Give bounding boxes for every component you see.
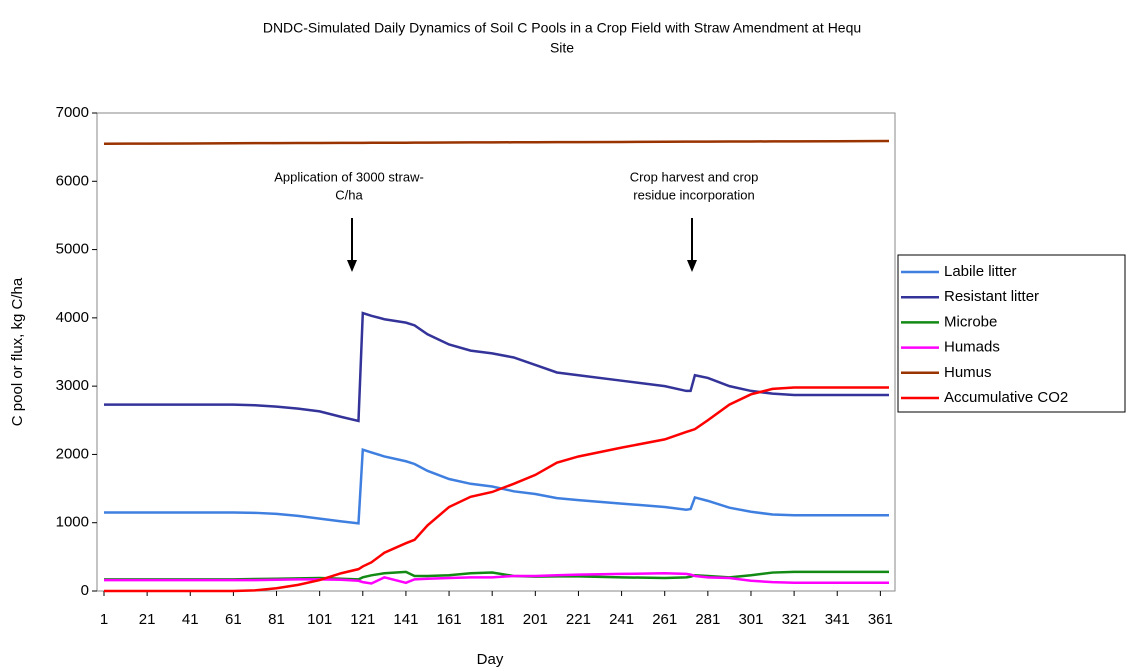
x-tick-label: 261 [652, 611, 677, 628]
x-tick-label: 81 [268, 611, 285, 628]
x-tick-label: 21 [139, 611, 156, 628]
series-line [104, 571, 889, 585]
series-line [103, 139, 890, 145]
series-line [104, 447, 889, 525]
annotation: Application of 3000 straw- [274, 169, 424, 184]
y-axis-label: C pool or flux, kg C/ha [9, 277, 26, 426]
series-line [104, 386, 889, 593]
x-tick-label: 241 [609, 611, 634, 628]
y-tick-label: 6000 [56, 172, 89, 189]
y-tick-label: 3000 [56, 377, 89, 394]
x-tick-label: 281 [695, 611, 720, 628]
x-axis-label: Day [477, 651, 504, 668]
x-tick-label: 1 [100, 611, 108, 628]
legend-label: Accumulative CO2 [944, 389, 1068, 406]
legend-label: Humus [944, 364, 992, 381]
y-tick-label: 2000 [56, 445, 89, 462]
annotation: Crop harvest and crop [630, 169, 759, 184]
x-tick-label: 301 [738, 611, 763, 628]
x-tick-label: 141 [393, 611, 418, 628]
y-tick-label: 0 [81, 582, 89, 599]
legend-label: Microbe [944, 313, 997, 330]
annotation: C/ha [335, 187, 363, 202]
plot-area [96, 112, 896, 592]
x-tick-label: 101 [307, 611, 332, 628]
x-tick-label: 161 [437, 611, 462, 628]
legend [897, 254, 1126, 413]
x-tick-label: 321 [782, 611, 807, 628]
arrow [347, 218, 697, 272]
y-tick-label: 5000 [56, 241, 89, 258]
x-tick-label: 221 [566, 611, 591, 628]
x-tick-label: 201 [523, 611, 548, 628]
y-tick-label: 1000 [56, 514, 89, 531]
x-tick-label: 121 [350, 611, 375, 628]
x-tick-label: 61 [225, 611, 242, 628]
chart-title: DNDC-Simulated Daily Dynamics of Soil C … [263, 20, 861, 36]
y-tick-label: 4000 [56, 309, 89, 326]
x-tick-label: 361 [868, 611, 893, 628]
legend-label: Resistant litter [944, 288, 1039, 305]
x-tick-label: 341 [825, 611, 850, 628]
legend-label: Humads [944, 339, 1000, 356]
y-tick-label: 7000 [56, 104, 89, 121]
x-tick-label: 181 [480, 611, 505, 628]
series-line [104, 311, 889, 423]
chart-title: Site [550, 40, 574, 56]
x-tick-label: 41 [182, 611, 199, 628]
legend-label: Labile litter [944, 263, 1017, 280]
annotation: residue incorporation [633, 187, 754, 202]
